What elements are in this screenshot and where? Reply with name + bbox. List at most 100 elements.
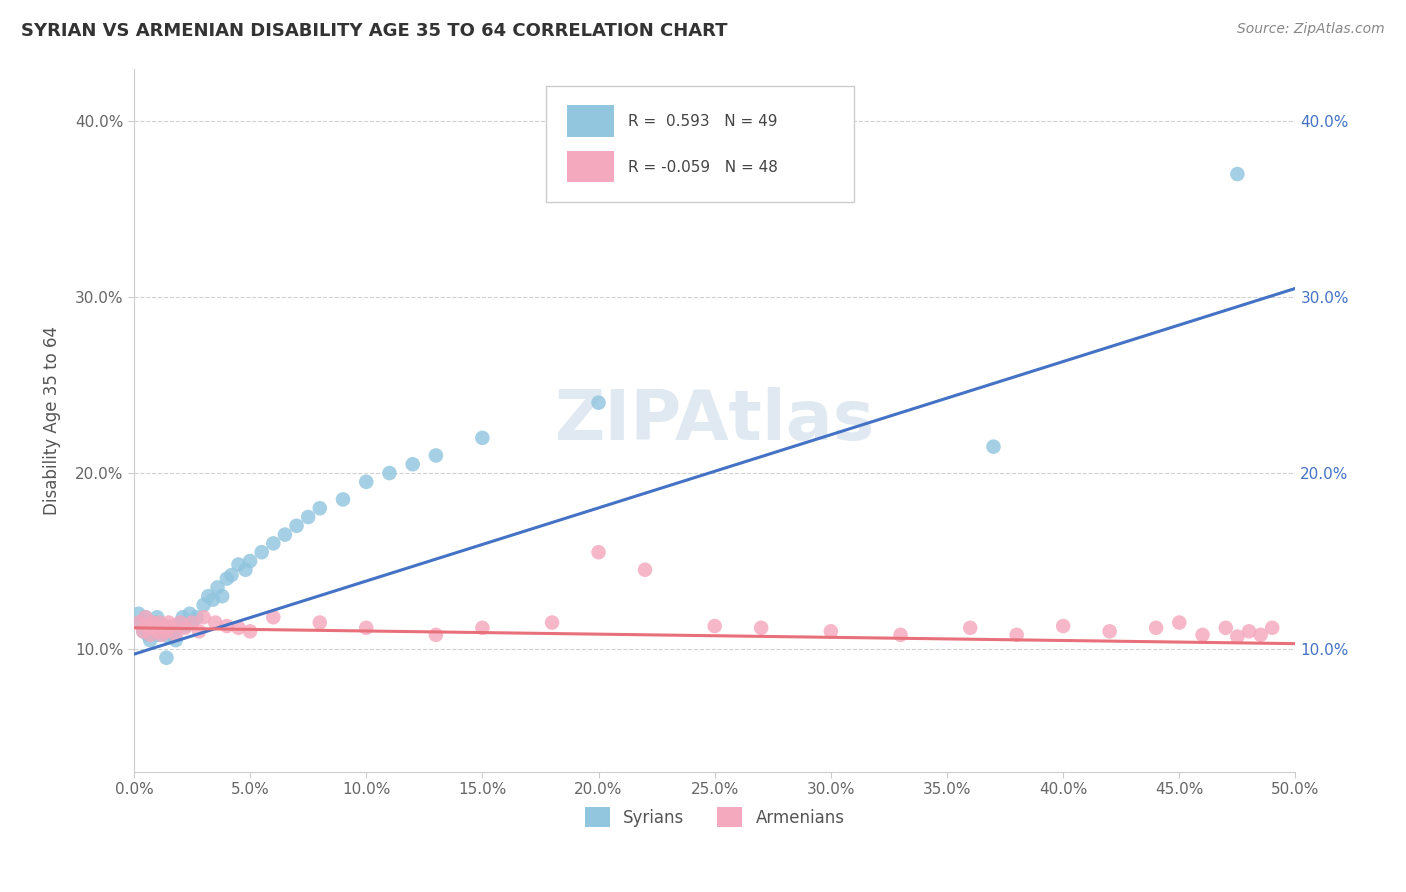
Point bbox=[588, 395, 610, 409]
Point bbox=[308, 501, 330, 516]
Point bbox=[1191, 628, 1213, 642]
Point bbox=[1098, 624, 1121, 639]
Point bbox=[211, 589, 233, 603]
Point bbox=[160, 624, 183, 639]
Point bbox=[181, 615, 204, 630]
Point bbox=[153, 621, 176, 635]
Point bbox=[471, 431, 494, 445]
Point bbox=[1215, 621, 1237, 635]
Point bbox=[201, 592, 224, 607]
Point bbox=[169, 615, 191, 630]
Point bbox=[165, 628, 187, 642]
Point bbox=[150, 624, 173, 639]
Point bbox=[274, 527, 297, 541]
Point bbox=[186, 610, 208, 624]
Point bbox=[139, 633, 162, 648]
Point bbox=[139, 628, 162, 642]
Point bbox=[141, 615, 163, 630]
Text: ZIPAtlas: ZIPAtlas bbox=[554, 387, 875, 454]
Point bbox=[132, 624, 155, 639]
Point bbox=[235, 563, 257, 577]
Point bbox=[228, 558, 250, 572]
Point bbox=[332, 492, 354, 507]
Point bbox=[148, 615, 170, 630]
Point bbox=[155, 650, 177, 665]
Point bbox=[157, 615, 180, 630]
FancyBboxPatch shape bbox=[567, 105, 613, 136]
Point bbox=[179, 607, 201, 621]
Point bbox=[354, 475, 377, 489]
Point bbox=[1226, 630, 1249, 644]
Point bbox=[1237, 624, 1260, 639]
Point bbox=[1144, 621, 1167, 635]
Point bbox=[1005, 628, 1028, 642]
Point bbox=[588, 545, 610, 559]
Point bbox=[228, 621, 250, 635]
Point bbox=[132, 624, 155, 639]
Point bbox=[197, 589, 219, 603]
Point bbox=[128, 607, 150, 621]
Point bbox=[308, 615, 330, 630]
Point bbox=[167, 621, 190, 635]
Point bbox=[174, 621, 197, 635]
Point bbox=[703, 619, 725, 633]
Point bbox=[221, 568, 243, 582]
Point bbox=[135, 610, 157, 624]
Point bbox=[204, 615, 226, 630]
Point bbox=[153, 619, 176, 633]
Point bbox=[262, 536, 284, 550]
Text: SYRIAN VS ARMENIAN DISABILITY AGE 35 TO 64 CORRELATION CHART: SYRIAN VS ARMENIAN DISABILITY AGE 35 TO … bbox=[21, 22, 727, 40]
Point bbox=[136, 619, 159, 633]
Point bbox=[215, 572, 238, 586]
Point bbox=[541, 615, 564, 630]
Point bbox=[262, 610, 284, 624]
Point bbox=[181, 615, 204, 630]
Point bbox=[239, 624, 262, 639]
Point bbox=[143, 615, 166, 630]
Point bbox=[983, 440, 1005, 454]
Point bbox=[150, 628, 173, 642]
Text: R = -0.059   N = 48: R = -0.059 N = 48 bbox=[627, 160, 778, 175]
Point bbox=[1226, 167, 1249, 181]
Point bbox=[239, 554, 262, 568]
Point bbox=[402, 457, 425, 471]
Text: Source: ZipAtlas.com: Source: ZipAtlas.com bbox=[1237, 22, 1385, 37]
Point bbox=[634, 563, 657, 577]
Point bbox=[157, 630, 180, 644]
Point bbox=[148, 628, 170, 642]
Point bbox=[471, 621, 494, 635]
Point bbox=[250, 545, 273, 559]
Point bbox=[749, 621, 772, 635]
Point bbox=[354, 621, 377, 635]
Point bbox=[425, 628, 447, 642]
Point bbox=[207, 580, 229, 594]
Point bbox=[1052, 619, 1074, 633]
Point bbox=[820, 624, 842, 639]
Point bbox=[129, 615, 152, 630]
Point bbox=[135, 610, 157, 624]
Point bbox=[174, 619, 197, 633]
Text: R =  0.593   N = 49: R = 0.593 N = 49 bbox=[627, 114, 778, 128]
FancyBboxPatch shape bbox=[567, 151, 613, 183]
Point bbox=[1168, 615, 1191, 630]
Point bbox=[425, 449, 447, 463]
Point bbox=[297, 510, 319, 524]
Point bbox=[285, 518, 308, 533]
Point bbox=[146, 610, 169, 624]
Point bbox=[1261, 621, 1284, 635]
Point bbox=[193, 598, 215, 612]
Point bbox=[188, 624, 211, 639]
Legend: Syrians, Armenians: Syrians, Armenians bbox=[578, 800, 852, 834]
FancyBboxPatch shape bbox=[547, 87, 853, 202]
Point bbox=[165, 633, 187, 648]
Point bbox=[155, 624, 177, 639]
Point bbox=[169, 615, 191, 630]
Point bbox=[162, 628, 184, 642]
Point bbox=[143, 621, 166, 635]
Point bbox=[136, 628, 159, 642]
Point bbox=[141, 621, 163, 635]
Point bbox=[172, 610, 194, 624]
Point bbox=[889, 628, 911, 642]
Point bbox=[215, 619, 238, 633]
Point bbox=[146, 624, 169, 639]
